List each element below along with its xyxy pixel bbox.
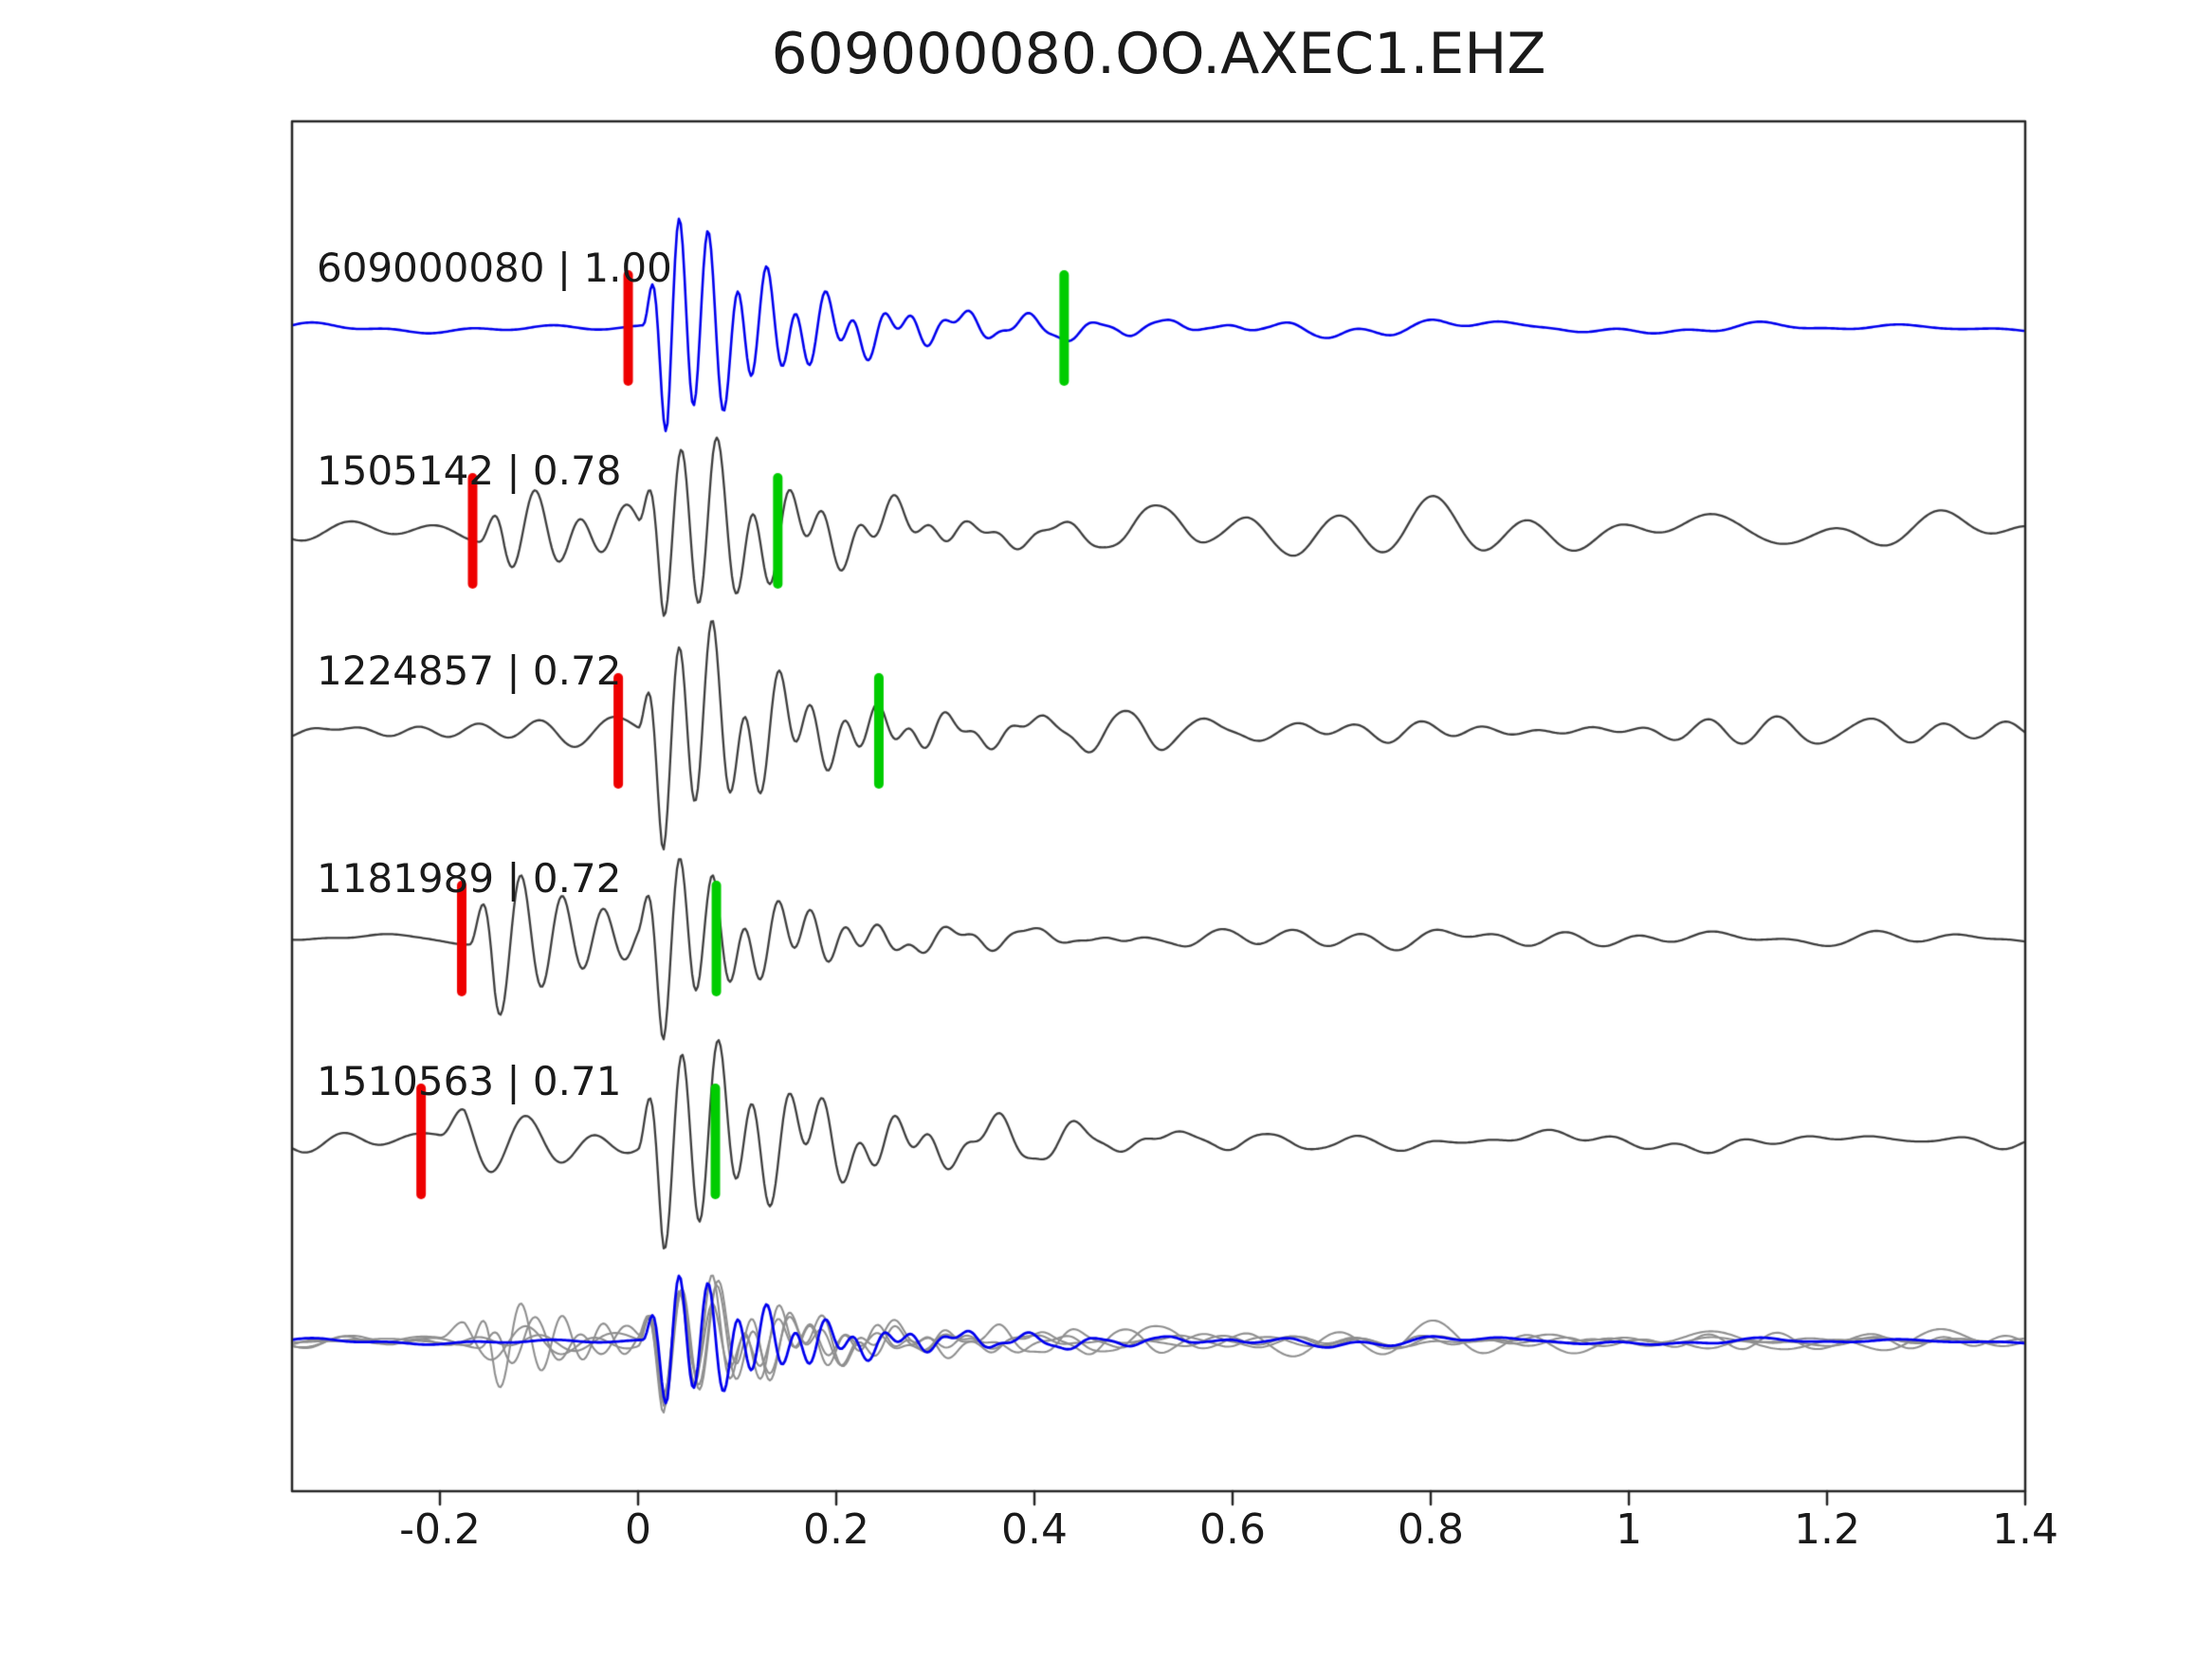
trace-label: 1224857 | 0.72 (317, 647, 622, 694)
x-tick-label: 0.6 (1199, 1505, 1266, 1554)
trace-label: 1510563 | 0.71 (317, 1058, 622, 1104)
x-tick-label: 0 (625, 1505, 651, 1554)
x-tick-label: -0.2 (399, 1505, 481, 1554)
trace-label: 1181989 | 0.72 (317, 855, 622, 902)
trace-label: 1505142 | 0.78 (317, 447, 622, 494)
plot-title: 609000080.OO.AXEC1.EHZ (771, 21, 1546, 87)
x-tick-label: 0.4 (1001, 1505, 1068, 1554)
x-tick-label: 1.4 (1992, 1505, 2058, 1554)
x-tick-label: 1.2 (1794, 1505, 1860, 1554)
x-tick-label: 1 (1616, 1505, 1642, 1554)
trace-label: 609000080 | 1.00 (317, 245, 672, 291)
x-tick-label: 0.8 (1398, 1505, 1464, 1554)
x-tick-label: 0.2 (803, 1505, 869, 1554)
